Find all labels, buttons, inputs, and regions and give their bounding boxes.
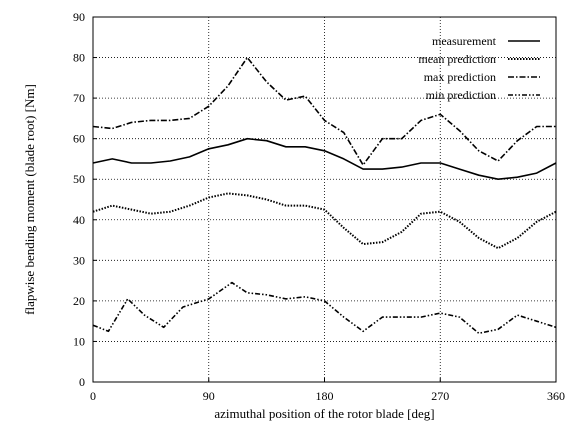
y-tick-label: 90	[73, 10, 85, 24]
x-tick-label: 270	[431, 389, 449, 403]
x-axis-title: azimuthal position of the rotor blade [d…	[214, 406, 434, 421]
y-tick-label: 50	[73, 172, 85, 186]
y-tick-label: 20	[73, 294, 85, 308]
series-line-max-prediction	[92, 56, 556, 166]
x-tick-label: 90	[203, 389, 215, 403]
series-line-min-prediction	[92, 281, 557, 335]
series-line-measurement	[92, 137, 557, 180]
y-axis-title: flapwise bending moment (blade root) [Nm…	[22, 84, 37, 315]
legend-label: mean prediction	[418, 52, 496, 66]
legend-label: min prediction	[426, 88, 496, 102]
y-tick-label: 40	[73, 213, 85, 227]
axis-ticks: 0 90 180 270 360 0 10 20 30 40 50 60 70 80 90	[73, 10, 565, 403]
legend-label: measurement	[432, 34, 497, 48]
y-tick-label: 60	[73, 132, 85, 146]
legend-label: max prediction	[424, 70, 496, 84]
y-tick-label: 10	[73, 334, 85, 348]
x-tick-label: 360	[547, 389, 565, 403]
y-tick-label: 30	[73, 253, 85, 267]
x-tick-label: 180	[316, 389, 334, 403]
series-line-mean-prediction	[92, 192, 557, 250]
series-lines	[92, 56, 557, 335]
grid-lines	[93, 17, 556, 382]
y-tick-label: 80	[73, 51, 85, 65]
x-tick-label: 0	[90, 389, 96, 403]
legend: measurement mean prediction max prediction…	[418, 34, 540, 102]
y-tick-label: 70	[73, 91, 85, 105]
y-tick-label: 0	[79, 375, 85, 389]
